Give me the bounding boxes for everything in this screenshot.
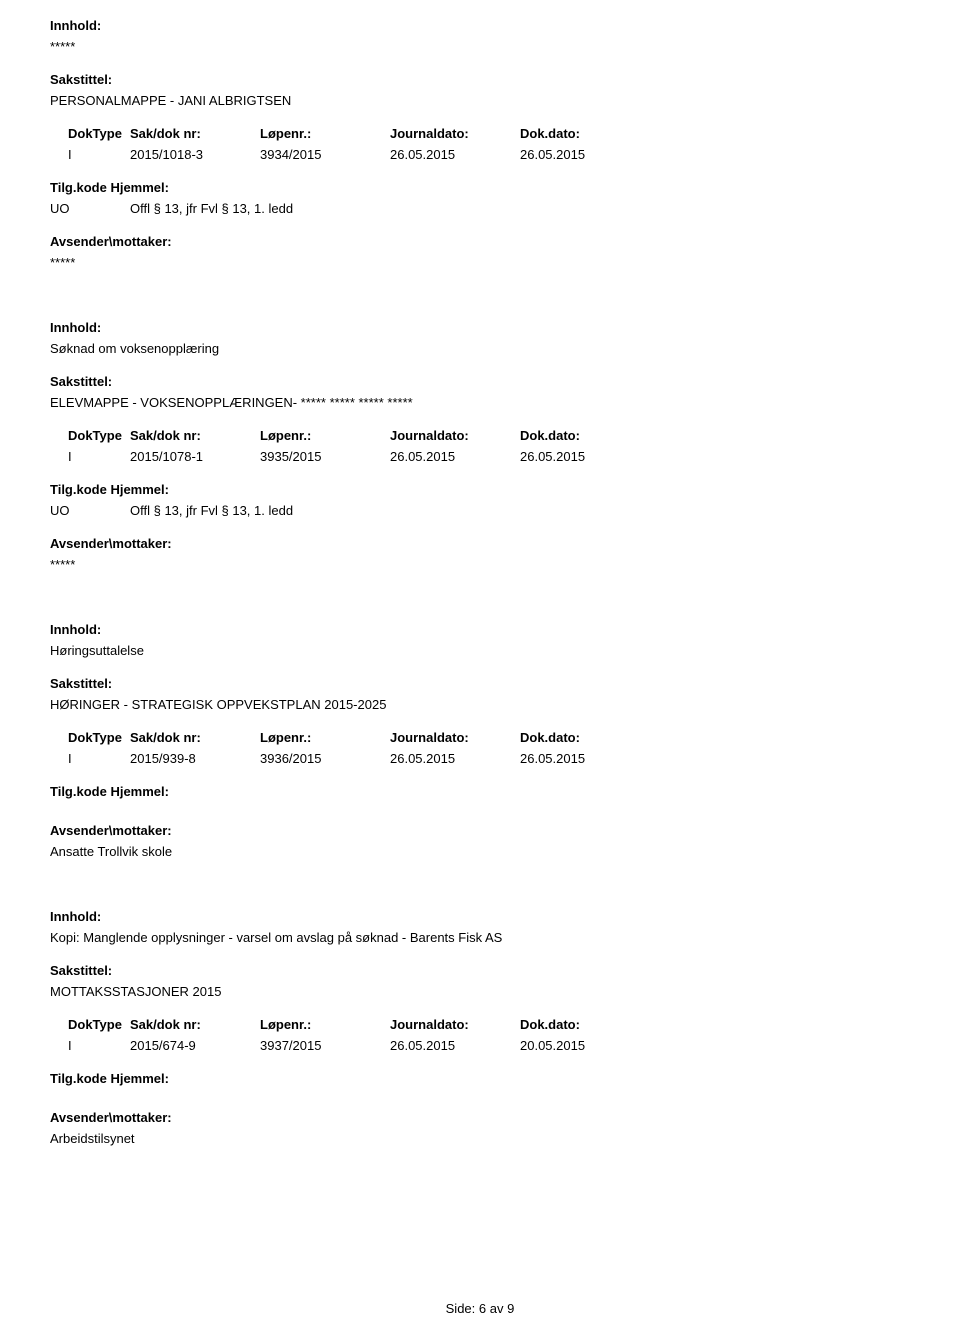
avsender-value: Arbeidstilsynet [50,1131,910,1146]
table-header: DokType Sak/dok nr: Løpenr.: Journaldato… [50,126,910,141]
innhold-label: Innhold: [50,622,910,637]
innhold-value: Søknad om voksenopplæring [50,341,910,356]
journal-entry: Innhold: Kopi: Manglende opplysninger - … [50,909,910,1146]
hjemmel-text-label: Hjemmel: [110,482,169,497]
sakstittel-value: ELEVMAPPE - VOKSENOPPLÆRINGEN- ***** ***… [50,395,910,410]
table-header: DokType Sak/dok nr: Løpenr.: Journaldato… [50,428,910,443]
hjemmel-value: Offl § 13, jfr Fvl § 13, 1. ledd [130,503,910,518]
hjemmel-text-label: Hjemmel: [110,180,169,195]
doktype-value: I [50,751,130,766]
journaldato-value: 26.05.2015 [390,449,520,464]
lopenr-value: 3934/2015 [260,147,390,162]
hjemmel-value: Offl § 13, jfr Fvl § 13, 1. ledd [130,201,910,216]
hjemmel-row: UO Offl § 13, jfr Fvl § 13, 1. ledd [50,201,910,216]
lopenr-value: 3937/2015 [260,1038,390,1053]
tilgkode-text: Tilg.kode [50,482,107,497]
doktype-value: I [50,449,130,464]
tilgkode-label: Tilg.kode Hjemmel: [50,482,910,497]
col-doktype-header: DokType [50,730,130,745]
journaldato-value: 26.05.2015 [390,751,520,766]
side-label: Side: [446,1301,476,1316]
col-lopenr-header: Løpenr.: [260,730,390,745]
sakstittel-label: Sakstittel: [50,374,910,389]
table-row: I 2015/939-8 3936/2015 26.05.2015 26.05.… [50,751,910,766]
total-pages: 9 [507,1301,514,1316]
col-doktype-header: DokType [50,126,130,141]
dokdato-value: 26.05.2015 [520,147,650,162]
table-row: I 2015/1018-3 3934/2015 26.05.2015 26.05… [50,147,910,162]
innhold-value: Høringsuttalelse [50,643,910,658]
page-number: 6 [479,1301,486,1316]
sakstittel-label: Sakstittel: [50,676,910,691]
doktype-value: I [50,147,130,162]
sakdok-value: 2015/939-8 [130,751,260,766]
dokdato-value: 26.05.2015 [520,751,650,766]
journal-entry: Innhold: Søknad om voksenopplæring Sakst… [50,320,910,572]
sakstittel-value: HØRINGER - STRATEGISK OPPVEKSTPLAN 2015-… [50,697,910,712]
tilgkode-label: Tilg.kode Hjemmel: [50,784,910,799]
tilgkode-text: Tilg.kode [50,180,107,195]
sakstittel-label: Sakstittel: [50,72,910,87]
sakdok-value: 2015/674-9 [130,1038,260,1053]
col-doktype-header: DokType [50,1017,130,1032]
avsender-value: ***** [50,557,910,572]
col-lopenr-header: Løpenr.: [260,428,390,443]
col-lopenr-header: Løpenr.: [260,1017,390,1032]
journal-entry: Innhold: Høringsuttalelse Sakstittel: HØ… [50,622,910,859]
hjemmel-text-label: Hjemmel: [110,784,169,799]
sakstittel-value: PERSONALMAPPE - JANI ALBRIGTSEN [50,93,910,108]
col-journaldato-header: Journaldato: [390,428,520,443]
avsender-label: Avsender\mottaker: [50,823,910,838]
innhold-value: Kopi: Manglende opplysninger - varsel om… [50,930,910,945]
sakdok-value: 2015/1018-3 [130,147,260,162]
col-sakdok-header: Sak/dok nr: [130,126,260,141]
col-lopenr-header: Løpenr.: [260,126,390,141]
journaldato-value: 26.05.2015 [390,147,520,162]
hjemmel-code: UO [50,201,130,216]
avsender-label: Avsender\mottaker: [50,234,910,249]
av-label: av [490,1301,504,1316]
table-row: I 2015/1078-1 3935/2015 26.05.2015 26.05… [50,449,910,464]
col-sakdok-header: Sak/dok nr: [130,428,260,443]
dokdato-value: 26.05.2015 [520,449,650,464]
col-dokdato-header: Dok.dato: [520,126,650,141]
table-header: DokType Sak/dok nr: Løpenr.: Journaldato… [50,730,910,745]
avsender-value: ***** [50,255,910,270]
avsender-label: Avsender\mottaker: [50,536,910,551]
col-journaldato-header: Journaldato: [390,126,520,141]
innhold-label: Innhold: [50,18,910,33]
col-dokdato-header: Dok.dato: [520,730,650,745]
col-journaldato-header: Journaldato: [390,1017,520,1032]
sakstittel-label: Sakstittel: [50,963,910,978]
page-footer: Side: 6 av 9 [0,1301,960,1316]
sakdok-value: 2015/1078-1 [130,449,260,464]
table-row: I 2015/674-9 3937/2015 26.05.2015 20.05.… [50,1038,910,1053]
dokdato-value: 20.05.2015 [520,1038,650,1053]
table-header: DokType Sak/dok nr: Løpenr.: Journaldato… [50,1017,910,1032]
hjemmel-row: UO Offl § 13, jfr Fvl § 13, 1. ledd [50,503,910,518]
innhold-value: ***** [50,39,910,54]
lopenr-value: 3935/2015 [260,449,390,464]
avsender-label: Avsender\mottaker: [50,1110,910,1125]
tilgkode-text: Tilg.kode [50,784,107,799]
col-journaldato-header: Journaldato: [390,730,520,745]
tilgkode-text: Tilg.kode [50,1071,107,1086]
lopenr-value: 3936/2015 [260,751,390,766]
journaldato-value: 26.05.2015 [390,1038,520,1053]
hjemmel-code: UO [50,503,130,518]
innhold-label: Innhold: [50,320,910,335]
hjemmel-text-label: Hjemmel: [110,1071,169,1086]
journal-entry: Innhold: ***** Sakstittel: PERSONALMAPPE… [50,18,910,270]
col-sakdok-header: Sak/dok nr: [130,1017,260,1032]
doktype-value: I [50,1038,130,1053]
tilgkode-label: Tilg.kode Hjemmel: [50,180,910,195]
sakstittel-value: MOTTAKSSTASJONER 2015 [50,984,910,999]
col-sakdok-header: Sak/dok nr: [130,730,260,745]
tilgkode-label: Tilg.kode Hjemmel: [50,1071,910,1086]
col-dokdato-header: Dok.dato: [520,1017,650,1032]
innhold-label: Innhold: [50,909,910,924]
col-dokdato-header: Dok.dato: [520,428,650,443]
col-doktype-header: DokType [50,428,130,443]
avsender-value: Ansatte Trollvik skole [50,844,910,859]
